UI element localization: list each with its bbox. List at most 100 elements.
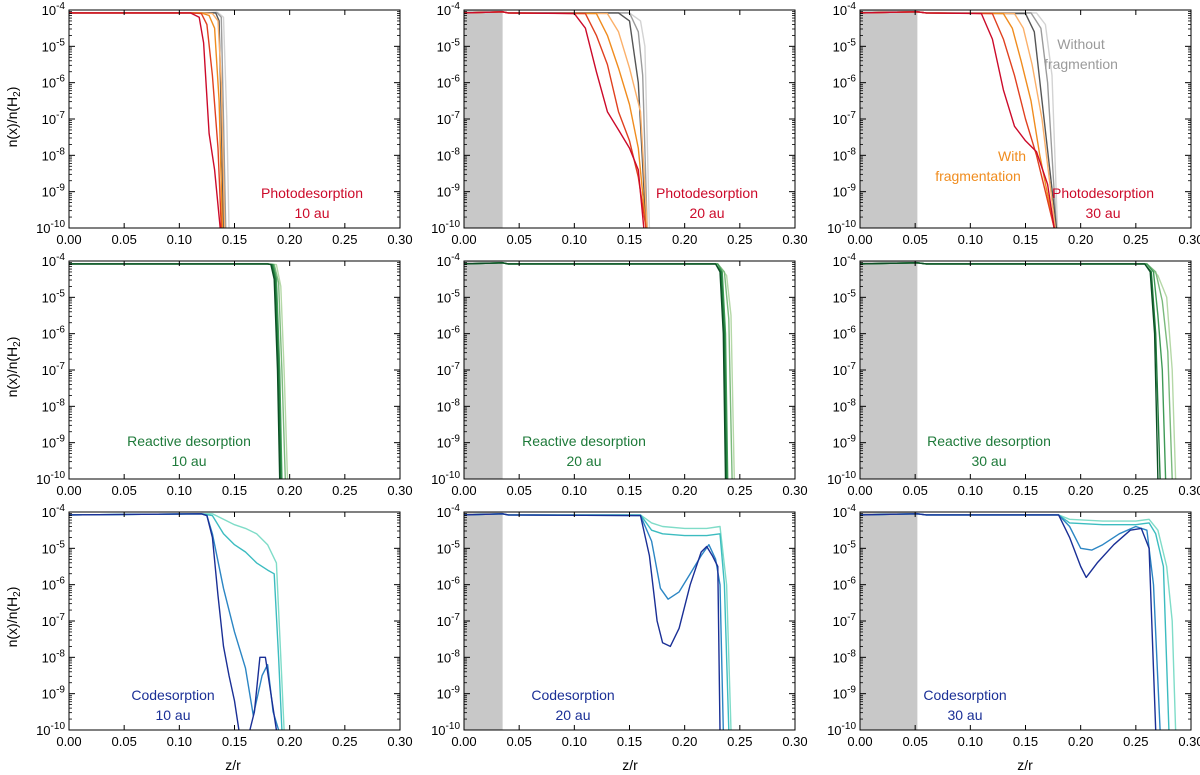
y-axis-label-row-1: n(x)/n(H2): [4, 87, 23, 148]
panel-label-line-2: 20 au: [689, 205, 724, 221]
series-line-4: [69, 513, 240, 730]
y-tick-label: 10-5: [42, 288, 66, 305]
x-tick-label: 0.25: [332, 734, 357, 749]
x-tick-label: 0.15: [1013, 483, 1038, 498]
y-tick-label: 10-4: [437, 252, 461, 269]
series-group: [860, 513, 1177, 730]
x-tick-label: 0.10: [562, 734, 587, 749]
y-tick-label: 10-8: [833, 397, 857, 414]
y-tick-label: 10-4: [42, 503, 66, 520]
x-tick-label: 0.10: [958, 483, 983, 498]
panel-3: 0.00 0.05 0.10 0.15 0.20 0.25 0.30 10-4 10-5 10-6…: [827, 1, 1200, 247]
y-tick-label: 10-6: [42, 576, 66, 593]
x-tick-label: 0.30: [387, 734, 412, 749]
panel-label-line-1: Photodesorption: [1052, 185, 1154, 201]
x-tick-label: 0.00: [56, 232, 81, 247]
shaded-region: [860, 261, 918, 479]
panel-label-line-1: Codesorption: [923, 687, 1006, 703]
x-tick-label: 0.05: [903, 232, 928, 247]
shaded-region: [860, 512, 918, 730]
x-tick-label: 0.20: [1068, 734, 1093, 749]
x-tick-label: 0.20: [277, 232, 302, 247]
y-tick-label: 10-9: [437, 434, 461, 451]
y-tick-label: 10-7: [42, 612, 66, 629]
x-tick-label: 0.20: [672, 232, 697, 247]
x-tick-label: 0.00: [451, 232, 476, 247]
x-tick-label: 0.30: [387, 232, 412, 247]
y-tick-label: 10-6: [833, 325, 857, 342]
panel-8: 0.00 0.05 0.10 0.15 0.20 0.25 0.30 10-4 10-5 10-6…: [431, 503, 808, 749]
plot-frame: [463, 511, 796, 731]
y-label-main: n(x)/n(H: [4, 97, 20, 148]
y-tick-label: 10-10: [431, 470, 460, 487]
x-axis-label-col-2: z/r: [622, 757, 638, 773]
series-line-1: [69, 513, 285, 730]
legend-without-line-1: Without: [1057, 36, 1105, 52]
y-label-sub: 2: [12, 591, 23, 597]
x-tick-label: 0.20: [1068, 483, 1093, 498]
series-line-2: [69, 513, 283, 730]
series-group: [464, 513, 732, 730]
x-tick-label: 0.05: [507, 734, 532, 749]
x-tick-label: 0.05: [112, 483, 137, 498]
series-line-6: [69, 12, 222, 228]
panel-4: 0.00 0.05 0.10 0.15 0.20 0.25 0.30 10-4 10-5 10-6…: [36, 252, 413, 498]
panel-label-line-1: Photodesorption: [656, 185, 758, 201]
y-tick-label: 10-7: [42, 110, 66, 127]
panel-label-line-2: 20 au: [566, 453, 601, 469]
panel-9: 0.00 0.05 0.10 0.15 0.20 0.25 0.30 10-4 10-5 10-6…: [827, 503, 1200, 749]
x-tick-label: 0.30: [1178, 483, 1200, 498]
panel-label-line-1: Photodesorption: [261, 185, 363, 201]
x-tick-label: 0.25: [332, 232, 357, 247]
series-line-5: [249, 656, 278, 730]
y-tick-label: 10-5: [437, 288, 461, 305]
x-tick-label: 0.05: [903, 483, 928, 498]
x-tick-label: 0.10: [167, 232, 192, 247]
series-line-4: [464, 513, 721, 730]
y-tick-label: 10-10: [827, 721, 856, 738]
y-label-tail: ): [4, 87, 20, 92]
y-tick-label: 10-6: [833, 576, 857, 593]
x-tick-label: 0.10: [562, 232, 587, 247]
x-tick-label: 0.30: [1178, 734, 1200, 749]
y-axis-label-row-2: n(x)/n(H2): [4, 337, 23, 398]
y-tick-label: 10-8: [42, 397, 66, 414]
series-line-7: [860, 11, 1055, 228]
x-tick-label: 0.25: [727, 734, 752, 749]
y-tick-label: 10-8: [437, 146, 461, 163]
x-axis-label-col-1: z/r: [225, 757, 241, 773]
y-tick-label: 10-10: [431, 721, 460, 738]
y-tick-label: 10-8: [833, 146, 857, 163]
x-tick-label: 0.20: [277, 734, 302, 749]
x-axis-label-col-3: z/r: [1017, 757, 1033, 773]
y-label-sub: 2: [12, 341, 23, 347]
y-tick-label: 10-9: [833, 685, 857, 702]
y-tick-label: 10-9: [437, 685, 461, 702]
y-tick-label: 10-5: [833, 539, 857, 556]
x-tick-label: 0.20: [277, 483, 302, 498]
series-group: [69, 513, 285, 730]
y-tick-label: 10-4: [437, 1, 461, 18]
x-tick-label: 0.25: [727, 232, 752, 247]
panel-5: 0.00 0.05 0.10 0.15 0.20 0.25 0.30 10-4 10-5 10-6…: [431, 252, 808, 498]
y-label-tail: ): [4, 587, 20, 592]
x-tick-label: 0.25: [332, 483, 357, 498]
legend-with-line-1: With: [998, 148, 1026, 164]
series-group: [860, 262, 1177, 479]
y-tick-label: 10-4: [42, 252, 66, 269]
panel-6: 0.00 0.05 0.10 0.15 0.20 0.25 0.30 10-4 10-5 10-6…: [827, 252, 1200, 498]
y-tick-label: 10-6: [833, 74, 857, 91]
x-tick-label: 0.15: [222, 232, 247, 247]
x-tick-label: 0.10: [167, 734, 192, 749]
y-tick-label: 10-7: [437, 110, 461, 127]
panel-label-line-2: 10 au: [155, 707, 190, 723]
panel-label-line-1: Codesorption: [131, 687, 214, 703]
series-line-5: [69, 12, 224, 228]
panel-label-line-2: 30 au: [947, 707, 982, 723]
series-group: [464, 262, 735, 479]
y-tick-label: 10-10: [36, 219, 65, 236]
y-tick-label: 10-9: [42, 183, 66, 200]
x-tick-label: 0.30: [782, 483, 807, 498]
y-tick-label: 10-9: [42, 434, 66, 451]
x-tick-label: 0.00: [847, 483, 872, 498]
